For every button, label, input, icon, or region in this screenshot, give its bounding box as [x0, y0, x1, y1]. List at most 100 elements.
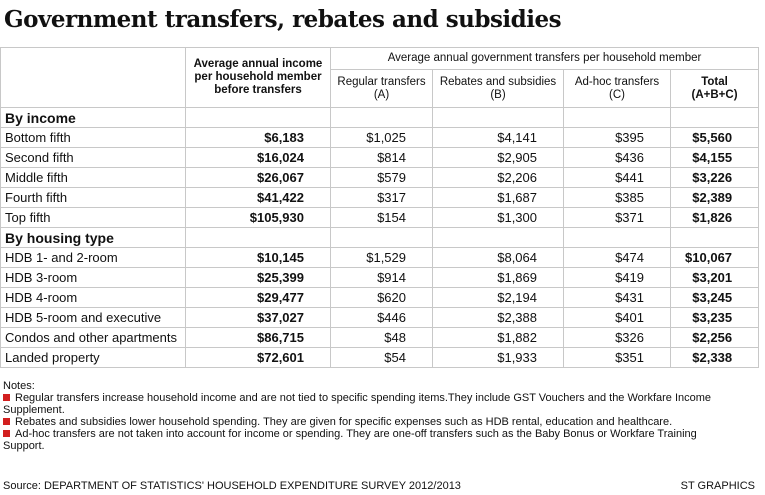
- cell: [669, 227, 760, 248]
- cell: $2,389: [669, 187, 760, 208]
- cell: $3,201: [669, 267, 760, 288]
- table-row: HDB 1- and 2-room $10,145 $1,529 $8,064 $474…: [0, 247, 760, 268]
- row-label: HDB 4-room: [0, 287, 186, 308]
- cell: $371: [563, 207, 671, 228]
- cell: $814: [330, 147, 433, 168]
- table-row: HDB 5-room and executive $37,027 $446 $2,38…: [0, 307, 760, 328]
- table-row: Bottom fifth $6,183 $1,025 $4,141 $395 $5,560: [0, 127, 760, 148]
- data-table: Average annual income per household membe…: [0, 47, 760, 368]
- header-text: (A+B+C): [691, 88, 738, 101]
- cell: $431: [563, 287, 671, 308]
- cell: $10,145: [185, 247, 331, 268]
- cell: $26,067: [185, 167, 331, 188]
- header-text: (A): [373, 88, 390, 101]
- title: Government transfers, rebates and subsid…: [4, 6, 562, 33]
- cell: $16,024: [185, 147, 331, 168]
- table-row: HDB 3-room $25,399 $914 $1,869 $419 $3,201: [0, 267, 760, 288]
- header-cell: Average annual income per household membe…: [185, 47, 331, 108]
- section-label: By housing type: [0, 227, 186, 248]
- cell: $2,206: [432, 167, 564, 188]
- cell: $401: [563, 307, 671, 328]
- cell: $2,256: [669, 327, 760, 348]
- cell: $4,155: [669, 147, 760, 168]
- cell: $385: [563, 187, 671, 208]
- cell: $3,226: [669, 167, 760, 188]
- cell: $419: [563, 267, 671, 288]
- column-header: Ad-hoc transfers (C): [563, 69, 671, 108]
- section-label: By income: [0, 107, 186, 128]
- cell: $317: [330, 187, 433, 208]
- row-label: Middle fifth: [0, 167, 186, 188]
- cell: $6,183: [185, 127, 331, 148]
- cell: $37,027: [185, 307, 331, 328]
- note-text: Ad-hoc transfers are not taken into acco…: [3, 428, 697, 452]
- cell: $620: [330, 287, 433, 308]
- note-item: Ad-hoc transfers are not taken into acco…: [3, 428, 723, 452]
- header-text: before transfers: [214, 84, 302, 96]
- header-text: (B): [490, 88, 506, 101]
- row-label: Fourth fifth: [0, 187, 186, 208]
- cell: $4,141: [432, 127, 564, 148]
- cell: $2,905: [432, 147, 564, 168]
- cell: $154: [330, 207, 433, 228]
- cell: $1,300: [432, 207, 564, 228]
- header-text: Ad-hoc transfers: [574, 75, 660, 88]
- cell: [669, 107, 760, 128]
- cell: $351: [563, 347, 671, 368]
- cell: $8,064: [432, 247, 564, 268]
- note-item: Regular transfers increase household inc…: [3, 392, 723, 416]
- cell: $2,388: [432, 307, 564, 328]
- cell: $395: [563, 127, 671, 148]
- bullet: [3, 418, 10, 425]
- table-row: Landed property $72,601 $54 $1,933 $351 $2,33…: [0, 347, 760, 368]
- cell: $10,067: [669, 247, 760, 268]
- cell: $1,933: [432, 347, 564, 368]
- note-item: Rebates and subsidies lower household sp…: [3, 416, 723, 428]
- cell: [330, 107, 433, 128]
- row-label: Bottom fifth: [0, 127, 186, 148]
- row-label: HDB 3-room: [0, 267, 186, 288]
- section-row: By housing type: [0, 227, 760, 248]
- section-row: By income: [0, 107, 760, 128]
- cell: $5,560: [669, 127, 760, 148]
- cell: [432, 227, 564, 248]
- cell: $54: [330, 347, 433, 368]
- column-header: Total (A+B+C): [669, 69, 760, 108]
- cell: $1,882: [432, 327, 564, 348]
- cell: $1,826: [669, 207, 760, 228]
- cell: $48: [330, 327, 433, 348]
- header-text: (C): [609, 88, 625, 101]
- cell: [185, 107, 331, 128]
- table-body: By income Bottom fifth $6,183 $1,025 $4,141 $…: [0, 107, 760, 368]
- cell: [563, 227, 671, 248]
- cell: $41,422: [185, 187, 331, 208]
- notes: Notes: Regular transfers increase househo…: [3, 380, 723, 452]
- header-cell: [0, 47, 186, 108]
- source: Source: DEPARTMENT OF STATISTICS' HOUSEH…: [3, 480, 461, 492]
- cell: $579: [330, 167, 433, 188]
- table-row: Condos and other apartments $86,715 $48 $1,…: [0, 327, 760, 348]
- header-text: Regular transfers: [337, 75, 426, 88]
- cell: $1,025: [330, 127, 433, 148]
- row-label: Landed property: [0, 347, 186, 368]
- cell: $25,399: [185, 267, 331, 288]
- table-row: Fourth fifth $41,422 $317 $1,687 $385 $2,389: [0, 187, 760, 208]
- cell: $1,869: [432, 267, 564, 288]
- header-text: per household member: [194, 71, 322, 83]
- cell: [185, 227, 331, 248]
- column-header: Rebates and subsidies (B): [432, 69, 564, 108]
- cell: $436: [563, 147, 671, 168]
- bullet: [3, 394, 10, 401]
- column-header: Regular transfers (A): [330, 69, 433, 108]
- table-row: Second fifth $16,024 $814 $2,905 $436 $4,155: [0, 147, 760, 168]
- cell: $3,235: [669, 307, 760, 328]
- header-row: Regular transfers (A) Rebates and subsidie…: [1, 69, 760, 108]
- cell: $441: [563, 167, 671, 188]
- row-label: HDB 1- and 2-room: [0, 247, 186, 268]
- credit: ST GRAPHICS: [680, 480, 755, 492]
- note-text: Regular transfers increase household inc…: [3, 392, 712, 416]
- cell: $326: [563, 327, 671, 348]
- table-row: Middle fifth $26,067 $579 $2,206 $441 $3,226: [0, 167, 760, 188]
- table-header: Average annual income per household membe…: [0, 47, 760, 108]
